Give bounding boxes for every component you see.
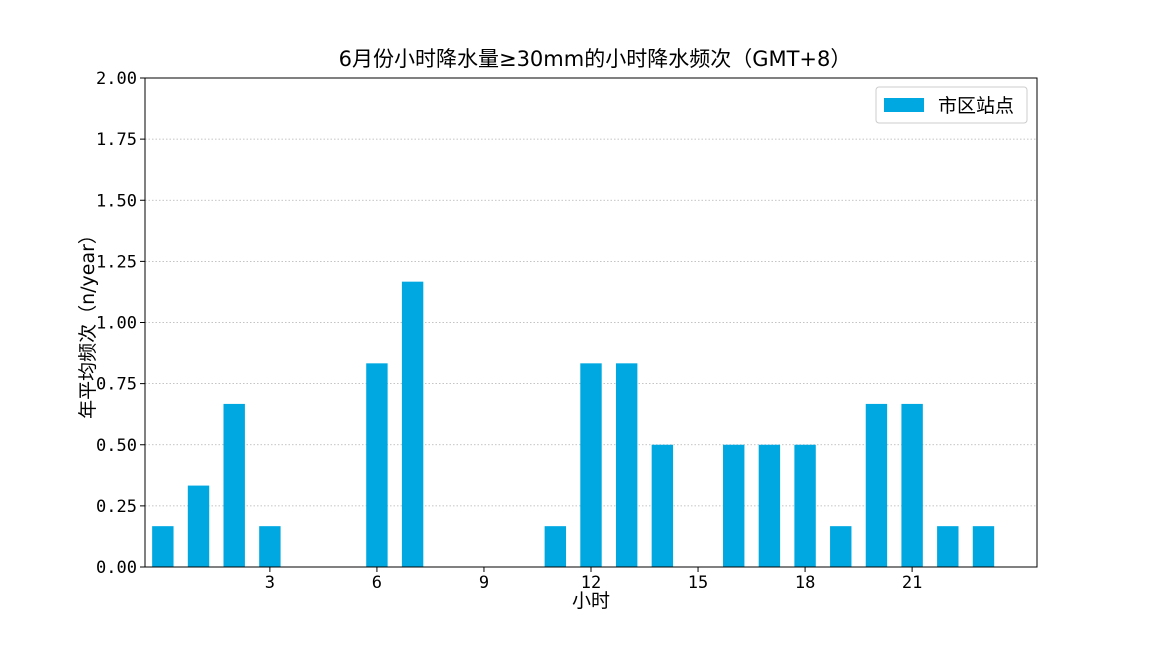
bar bbox=[830, 526, 852, 567]
bar bbox=[758, 444, 781, 567]
x-tick-label: 21 bbox=[902, 573, 922, 593]
y-tick-label: 0.50 bbox=[96, 436, 137, 456]
y-tick-label: 1.50 bbox=[96, 191, 137, 211]
bar bbox=[259, 526, 281, 567]
bar bbox=[580, 363, 602, 567]
y-tick-label: 0.00 bbox=[96, 558, 137, 578]
y-tick-label: 2.00 bbox=[96, 69, 137, 89]
bar bbox=[865, 403, 888, 567]
legend: 市区站点 bbox=[875, 86, 1028, 124]
y-tick-label: 1.25 bbox=[96, 252, 137, 272]
x-axis: 3 6 9 12 15 18 21 bbox=[265, 567, 922, 593]
x-axis-label: 小时 bbox=[572, 590, 610, 612]
legend-box bbox=[875, 86, 1028, 124]
bar bbox=[615, 363, 638, 567]
bar bbox=[401, 281, 424, 567]
y-axis-label: 年平均频次（n/year） bbox=[77, 225, 99, 419]
y-tick-label: 0.75 bbox=[96, 375, 137, 395]
x-tick-label: 15 bbox=[688, 573, 708, 593]
x-tick-label: 9 bbox=[479, 573, 489, 593]
y-tick-label: 0.25 bbox=[96, 497, 137, 517]
bar bbox=[651, 444, 674, 567]
chart-title: 6月份小时降水量≥30mm的小时降水频次（GMT+8） bbox=[339, 47, 852, 71]
bar bbox=[972, 526, 995, 567]
bar bbox=[544, 526, 567, 567]
bar bbox=[723, 444, 745, 567]
bar bbox=[223, 403, 245, 567]
bar bbox=[152, 526, 174, 567]
bar bbox=[366, 363, 388, 567]
x-tick-label: 18 bbox=[795, 573, 815, 593]
x-tick-label: 3 bbox=[265, 573, 275, 593]
legend-swatch bbox=[884, 98, 924, 112]
bar bbox=[901, 403, 923, 567]
x-tick-label: 6 bbox=[372, 573, 382, 593]
bar bbox=[187, 485, 210, 567]
y-axis: 0.00 0.25 0.50 0.75 1.00 1.25 1.50 1.75 2.00 bbox=[96, 69, 145, 578]
x-tick-label: 12 bbox=[581, 573, 601, 593]
y-tick-label: 1.00 bbox=[96, 314, 137, 334]
bars bbox=[152, 281, 995, 567]
legend-label: 市区站点 bbox=[938, 95, 1014, 117]
bar bbox=[937, 526, 959, 567]
y-tick-label: 1.75 bbox=[96, 130, 137, 150]
bar bbox=[794, 444, 816, 567]
